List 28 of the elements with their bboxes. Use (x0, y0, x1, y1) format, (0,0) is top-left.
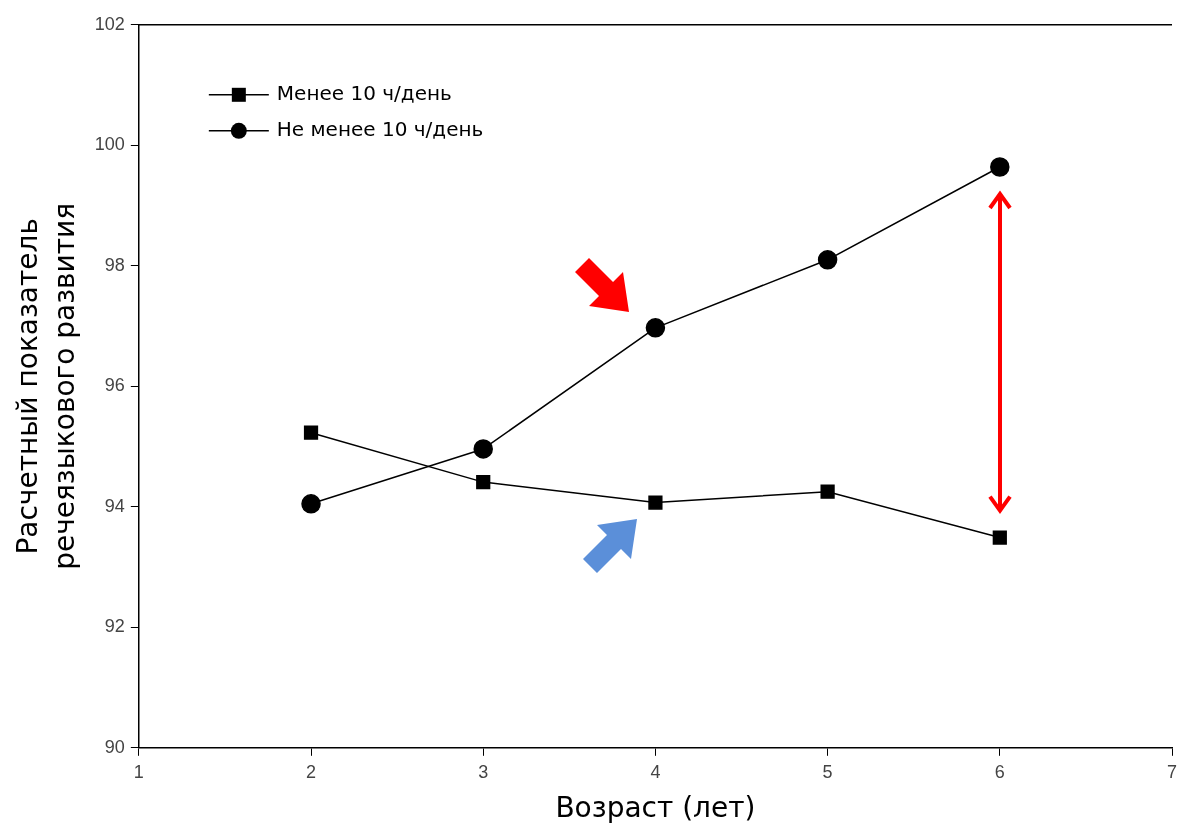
y-tick-label: 98 (104, 254, 125, 275)
point (817, 250, 838, 270)
point (301, 494, 321, 514)
y-tick-label: 92 (104, 616, 125, 637)
y-axis-title: Расчетный показатель речеязыкового развития (11, 202, 81, 570)
point (648, 495, 663, 510)
point (476, 474, 491, 490)
y-tick-label: 90 (104, 736, 125, 757)
x-tick-label: 3 (478, 761, 489, 782)
x-tick-label: 2 (306, 761, 317, 782)
y-tick-label: 102 (94, 13, 125, 34)
point (303, 425, 319, 440)
legend-label: Не менее 10 ч/день (276, 117, 484, 141)
point (473, 439, 493, 459)
point (820, 484, 835, 499)
legend-label: Менее 10 ч/день (276, 81, 452, 105)
point (645, 318, 666, 338)
x-tick-label: 7 (1166, 761, 1178, 782)
x-tick-label: 6 (994, 761, 1005, 782)
x-tick-label: 4 (650, 761, 661, 782)
point (990, 157, 1010, 177)
x-tick-label: 1 (133, 761, 144, 782)
y-tick-label: 94 (104, 495, 125, 516)
x-tick-label: 5 (822, 761, 833, 782)
y-tick-label: 100 (94, 134, 125, 155)
y-tick-label: 96 (104, 375, 125, 396)
point (992, 530, 1007, 545)
x-axis-title: Возраст (лет) (555, 791, 756, 825)
